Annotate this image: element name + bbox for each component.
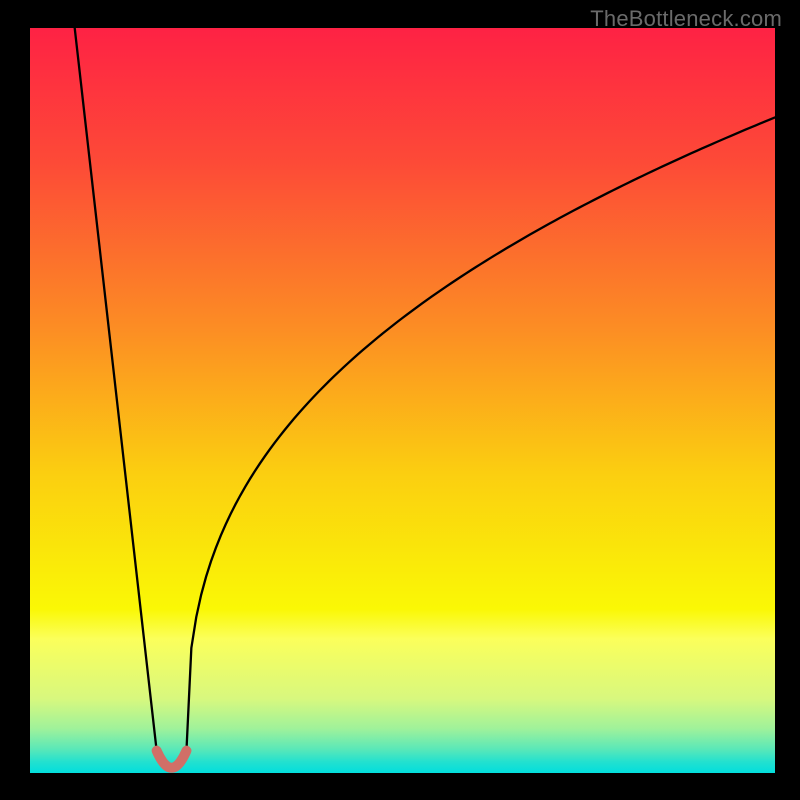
chart-svg	[30, 28, 775, 773]
chart-container: TheBottleneck.com	[0, 0, 800, 800]
gradient-background	[30, 28, 775, 773]
watermark-text: TheBottleneck.com	[590, 6, 782, 32]
plot-area	[30, 28, 775, 773]
